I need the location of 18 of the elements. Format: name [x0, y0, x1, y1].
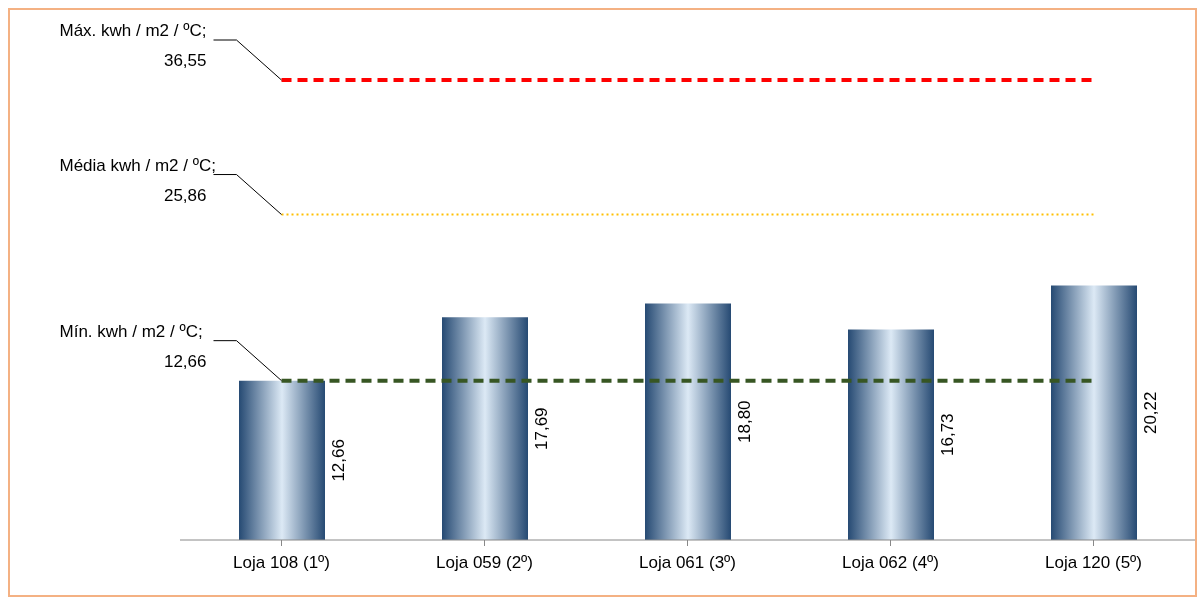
data-label: 18,80: [735, 400, 755, 443]
ref-line-label: Máx. kwh / m2 / ºC; 36,55: [59, 21, 207, 70]
bar: [442, 317, 528, 540]
data-label: 20,22: [1141, 391, 1161, 435]
ref-line-label: Mín. kwh / m2 / ºC; 12,66: [59, 321, 207, 371]
x-tick-label: Loja 059 (2º): [436, 553, 533, 573]
x-tick-label: Loja 120 (5º): [1045, 553, 1142, 573]
x-tick-label: Loja 062 (4º): [842, 553, 939, 573]
bar: [1051, 285, 1137, 540]
x-tick-label: Loja 061 (3º): [639, 553, 736, 573]
bar: [848, 329, 934, 540]
x-tick-label: Loja 108 (1º): [233, 553, 330, 573]
bar: [239, 380, 325, 540]
data-label: 16,73: [938, 413, 958, 456]
bar: [645, 303, 731, 540]
data-label: 12,66: [329, 439, 349, 482]
ref-line-label: Média kwh / m2 / ºC; 25,86: [59, 155, 216, 205]
data-label: 17,69: [532, 407, 552, 450]
